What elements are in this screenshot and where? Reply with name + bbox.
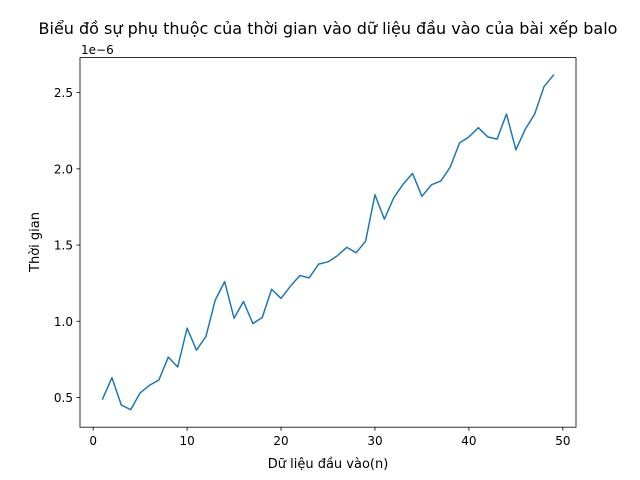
- plot-frame: [79, 57, 577, 428]
- chart-title: Biểu đồ sự phụ thuộc của thời gian vào d…: [39, 19, 618, 38]
- x-axis-label: Dữ liệu đầu vào(n): [268, 457, 389, 472]
- y-tick-label: 0.5: [54, 391, 73, 405]
- x-tick-label: 30: [367, 434, 382, 448]
- y-tick-label: 2.5: [54, 86, 73, 100]
- x-tick-label: 10: [179, 434, 194, 448]
- y-offset-label: 1e−6: [81, 43, 114, 57]
- series-line: [101, 74, 555, 411]
- x-axis-ticks: 0 10 20 30 40 50: [89, 427, 570, 448]
- x-tick-label: 50: [555, 434, 570, 448]
- series-group: [101, 74, 555, 411]
- y-tick-label: 1.5: [54, 239, 73, 253]
- x-tick-label: 20: [273, 434, 288, 448]
- x-tick-label: 40: [461, 434, 476, 448]
- y-tick-label: 1.0: [54, 315, 73, 329]
- y-axis-ticks: 0.5 1.0 1.5 2.0 2.5: [54, 86, 80, 405]
- x-tick-label: 0: [89, 434, 97, 448]
- y-tick-label: 2.0: [54, 162, 73, 176]
- y-axis-label: Thời gian: [28, 212, 43, 273]
